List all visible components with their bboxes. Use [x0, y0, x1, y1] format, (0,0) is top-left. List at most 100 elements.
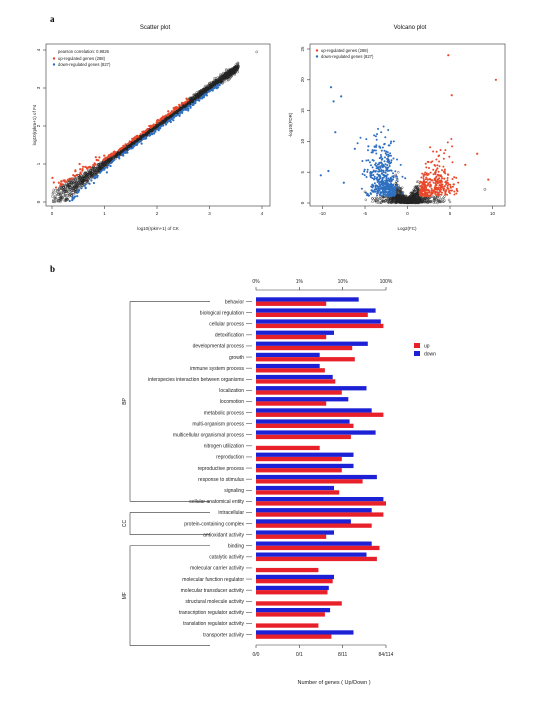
scatter-point: [82, 176, 85, 180]
volcano-point: [451, 145, 454, 148]
scatter-point: [68, 193, 72, 196]
scatter-point: [207, 87, 210, 90]
volcano-point: [418, 190, 421, 193]
scatter-point: [215, 86, 218, 89]
scatter-point: [72, 197, 75, 200]
scatter-point: [66, 183, 70, 187]
bar-down: [256, 408, 372, 413]
volcano-point: [451, 185, 454, 188]
volcano-point: [388, 144, 391, 147]
scatter-point: [117, 156, 120, 159]
volcano-point: [430, 200, 433, 204]
volcano-xtick-label: 0: [406, 211, 409, 216]
scatter-point: [148, 134, 151, 137]
scatter-point: [86, 177, 89, 180]
volcano-point: [438, 165, 441, 168]
bar-up: [256, 634, 332, 639]
volcano-point: [367, 149, 369, 152]
volcano-outlier: [332, 100, 335, 103]
volcano-point: [376, 133, 378, 136]
bar-xlabel: Number of genes ( Up/Down ): [297, 680, 370, 686]
volcano-point: [375, 188, 378, 190]
volcano-point: [440, 186, 443, 189]
top-tick-label: 1%: [296, 279, 304, 285]
volcano-point: [388, 162, 391, 165]
volcano-point: [402, 195, 405, 198]
volcano-point: [384, 156, 386, 159]
scatter-point: [60, 191, 64, 195]
volcano-point: [451, 178, 454, 180]
scatter-point: [81, 168, 84, 171]
bar-up: [256, 590, 328, 595]
volcano-point: [373, 182, 376, 185]
volcano-point: [394, 170, 397, 173]
scatter-point: [59, 182, 62, 185]
category-label: multi-organism process: [192, 421, 244, 427]
volcano-point: [395, 175, 398, 178]
volcano-point: [372, 149, 374, 152]
scatter-point: [102, 165, 105, 168]
volcano-point: [375, 199, 378, 202]
volcano-outlier: [363, 190, 367, 194]
volcano-point: [387, 198, 390, 201]
scatter-ytick-label: 1: [36, 162, 41, 165]
volcano-point: [379, 185, 382, 188]
scatter-point: [112, 156, 116, 159]
volcano-point: [446, 181, 449, 184]
volcano-point: [427, 199, 431, 202]
scatter-point: [234, 65, 237, 69]
scatter-point: [138, 140, 141, 143]
scatter-point: [187, 99, 190, 102]
scatter-point: [201, 91, 204, 95]
volcano-point: [415, 180, 419, 183]
volcano-point: [418, 198, 421, 201]
volcano-point: [388, 165, 391, 167]
scatter-point: [213, 83, 216, 86]
volcano-point: [441, 169, 443, 172]
scatter-xtick-label: 0: [51, 211, 54, 216]
scatter-point: [79, 183, 83, 186]
scatter-point: [76, 184, 80, 187]
volcano-point: [376, 173, 379, 176]
scatter-point: [136, 142, 139, 145]
scatter-point: [124, 143, 127, 146]
volcano-point: [385, 194, 387, 197]
scatter-xtick-label: 3: [208, 211, 211, 216]
volcano-point: [430, 187, 433, 190]
bar-down: [256, 330, 334, 335]
volcano-point: [428, 178, 431, 181]
volcano-point: [397, 171, 400, 174]
scatter-point: [68, 186, 72, 189]
bar-down: [256, 485, 334, 491]
category-label: reproduction: [216, 455, 244, 461]
scatter-point: [111, 160, 114, 163]
volcano-point: [389, 189, 392, 192]
scatter-point: [164, 119, 168, 122]
bar-down: [256, 574, 334, 580]
volcano-point: [446, 179, 449, 182]
volcano-point: [378, 201, 382, 204]
volcano-point: [435, 198, 438, 201]
volcano-point: [384, 171, 387, 174]
volcano-point: [397, 193, 400, 196]
volcano-point: [431, 160, 434, 163]
volcano-point: [453, 193, 456, 196]
scatter-point: [223, 75, 227, 79]
top-tick-label: 10%: [338, 279, 349, 285]
volcano-point: [392, 140, 395, 143]
scatter-point: [97, 159, 100, 162]
bar-down: [256, 430, 376, 435]
scatter-point: [51, 200, 55, 203]
bar-up: [256, 401, 327, 406]
scatter-point: [79, 172, 82, 175]
scatter-point: [207, 90, 210, 93]
scatter-point: [185, 103, 188, 106]
bar-legend-up: up: [424, 344, 430, 350]
volcano-point: [451, 189, 453, 192]
volcano-point: [415, 191, 418, 195]
volcano-point: [451, 161, 454, 164]
volcano-point: [371, 177, 374, 180]
volcano-point: [442, 200, 445, 203]
volcano-point: [440, 183, 443, 186]
volcano-point: [422, 174, 425, 177]
